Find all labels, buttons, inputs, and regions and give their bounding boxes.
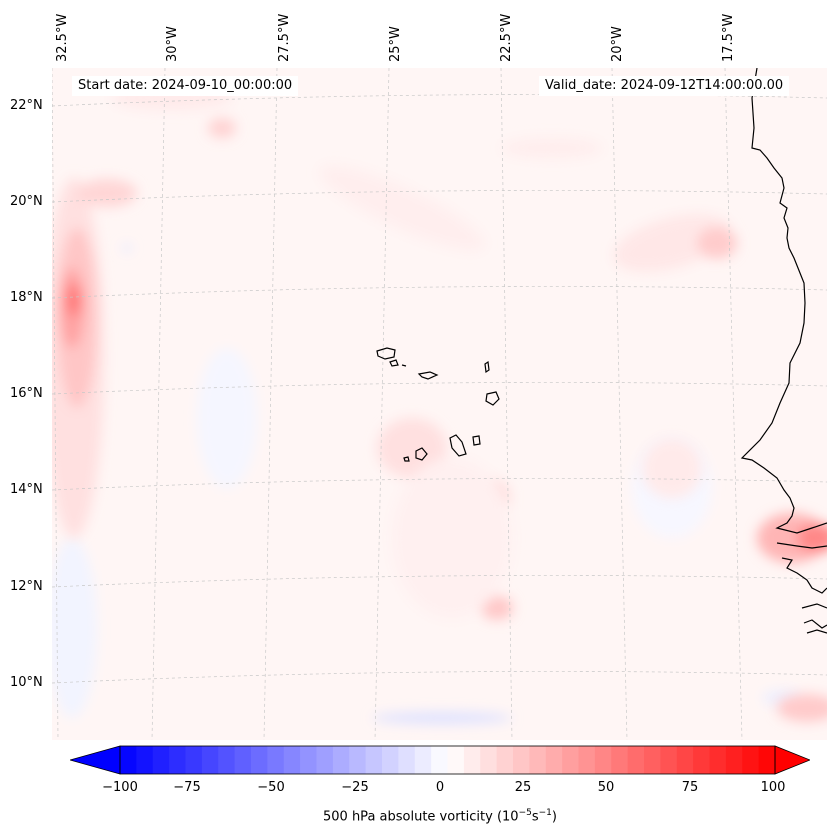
lon-label-32-5w: 32.5°W [55, 13, 70, 62]
colorbar-tick-50: 50 [597, 780, 615, 795]
colorbar-cell [725, 746, 743, 774]
colorbar-label-exp1: −5 [518, 808, 532, 818]
colorbar-cell [611, 746, 629, 774]
colorbar-cell [562, 746, 580, 774]
lon-label-22-5w: 22.5°W [499, 13, 514, 62]
colorbar-cell [152, 746, 170, 774]
colorbar-tick-100: 100 [760, 780, 786, 795]
colorbar-cell [332, 746, 350, 774]
colorbar-label-exp2: −1 [538, 808, 552, 818]
colorbar-cell [218, 746, 236, 774]
colorbar-cell [267, 746, 285, 774]
colorbar-cell [283, 746, 301, 774]
colorbar-cell [660, 746, 678, 774]
colorbar-cell [120, 746, 137, 774]
lat-label-14n: 14°N [10, 482, 43, 497]
colorbar-cell [513, 746, 530, 774]
island-sal [484, 360, 490, 374]
lon-label-20w: 20°W [610, 26, 625, 62]
colorbar-label-end: ) [551, 809, 557, 825]
colorbar-cell [185, 746, 203, 774]
colorbar-cell [758, 746, 776, 774]
colorbar-cell [644, 746, 661, 774]
colorbar-cell [169, 746, 187, 774]
graticule [52, 68, 827, 740]
colorbar-label: 500 hPa absolute vorticity (10−5s−1) [0, 808, 837, 824]
colorbar-label-main: 500 hPa absolute vorticity (10 [323, 809, 519, 825]
colorbar-label-unit: s [531, 809, 539, 825]
colorbar [70, 745, 810, 775]
colorbar-cell [627, 746, 645, 774]
colorbar-cell [234, 746, 252, 774]
lat-label-12n: 12°N [10, 579, 43, 594]
lat-label-10n: 10°N [10, 675, 43, 690]
colorbar-extend-min [70, 745, 121, 775]
colorbar-cell [496, 746, 514, 774]
island-fogo [415, 447, 428, 461]
island-santa-luzia [401, 364, 407, 367]
colorbar-cell [693, 746, 711, 774]
island-sao-nicolau [417, 371, 439, 380]
positive-vorticity-patches [52, 86, 827, 722]
colorbar-cells [120, 746, 776, 774]
colorbar-cell [365, 746, 383, 774]
lat-label-18n: 18°N [10, 290, 43, 305]
lon-label-25w: 25°W [388, 26, 403, 62]
colorbar-cell [480, 746, 498, 774]
lon-label-30w: 30°W [165, 26, 180, 62]
island-santo-antao [376, 347, 396, 360]
colorbar-cell [529, 746, 547, 774]
colorbar-outline [119, 745, 776, 775]
vorticity-map [52, 68, 827, 740]
africa-coastline [740, 68, 827, 634]
colorbar-cell [201, 746, 219, 774]
lat-label-22n: 22°N [10, 98, 43, 113]
colorbar-cell [136, 746, 154, 774]
island-santiago [449, 434, 467, 457]
colorbar-cell [382, 746, 399, 774]
colorbar-cell [578, 746, 596, 774]
colorbar-tick-neg100: −100 [102, 780, 138, 795]
colorbar-cell [300, 746, 318, 774]
colorbar-cell [463, 746, 481, 774]
colorbar-tick-neg50: −50 [257, 780, 285, 795]
colorbar-tick-neg25: −25 [341, 780, 369, 795]
colorbar-cell [349, 746, 367, 774]
colorbar-cell [594, 746, 612, 774]
colorbar-cell [251, 746, 268, 774]
colorbar-cell [709, 746, 727, 774]
lat-label-16n: 16°N [10, 386, 43, 401]
lat-label-20n: 20°N [10, 194, 43, 209]
field-background [52, 68, 827, 740]
colorbar-cell [545, 746, 563, 774]
lon-label-27-5w: 27.5°W [277, 13, 292, 62]
cape-verde-islands [376, 347, 500, 462]
island-boa-vista [485, 391, 500, 406]
colorbar-cell [414, 746, 432, 774]
colorbar-cell [742, 746, 760, 774]
colorbar-tick-neg75: −75 [173, 780, 201, 795]
colorbar-tick-75: 75 [681, 780, 699, 795]
colorbar-extend-max [774, 745, 810, 775]
valid-date-box: Valid_date: 2024-09-12T14:00:00.00 [539, 76, 790, 96]
start-date-box: Start date: 2024-09-10_00:00:00 [72, 76, 299, 96]
island-maio [472, 435, 481, 446]
island-brava [403, 456, 410, 462]
colorbar-tick-25: 25 [514, 780, 532, 795]
valid-date-text: Valid_date: 2024-09-12T14:00:00.00 [545, 78, 784, 93]
colorbar-cell [398, 746, 416, 774]
island-sao-vicente [389, 359, 399, 367]
colorbar-cell [447, 746, 465, 774]
colorbar-cell [676, 746, 694, 774]
map-canvas [52, 68, 827, 740]
colorbar-tick-0: 0 [435, 780, 445, 795]
colorbar-cell [431, 746, 449, 774]
colorbar-cell [316, 746, 334, 774]
start-date-text: Start date: 2024-09-10_00:00:00 [78, 78, 293, 93]
lon-label-17-5w: 17.5°W [721, 13, 736, 62]
